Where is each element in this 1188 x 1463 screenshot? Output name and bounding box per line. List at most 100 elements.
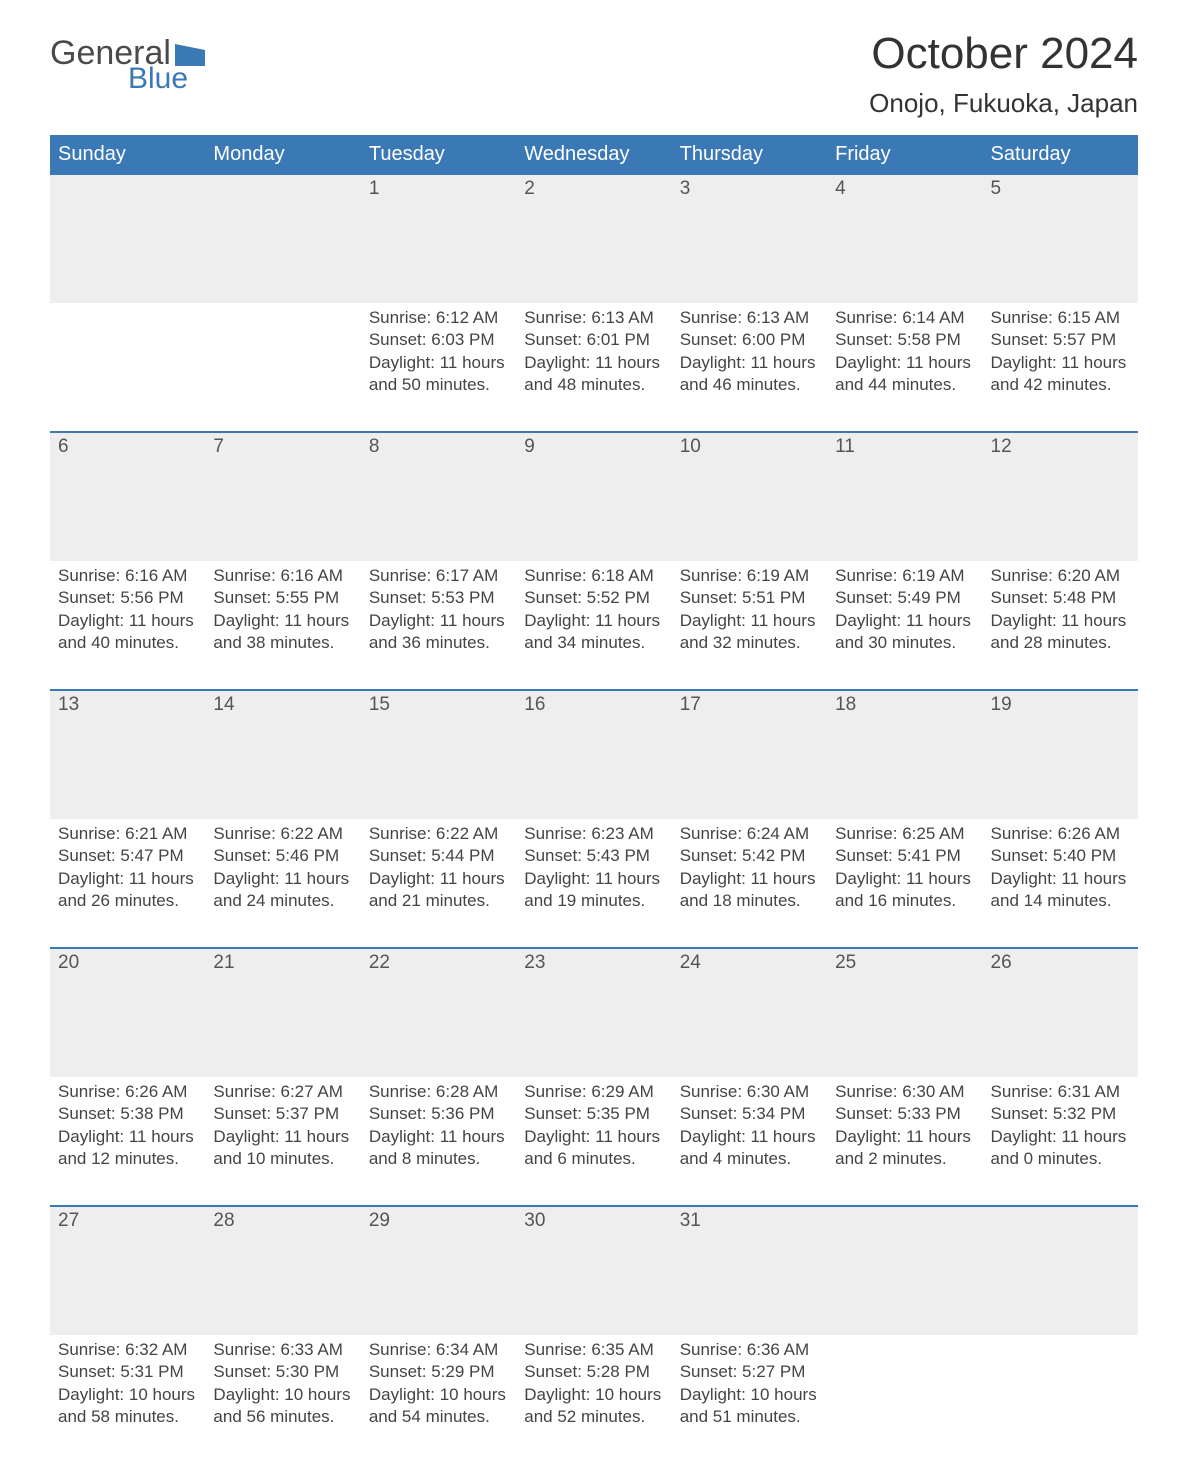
sunset-text: Sunset: 5:51 PM [680, 587, 819, 609]
day-cell: Sunrise: 6:20 AMSunset: 5:48 PMDaylight:… [983, 561, 1138, 690]
daylight-text-2: and 40 minutes. [58, 632, 197, 654]
daylight-text-2: and 30 minutes. [835, 632, 974, 654]
day-body: Sunrise: 6:18 AMSunset: 5:52 PMDaylight:… [516, 561, 671, 653]
day-cell: 2 [516, 174, 671, 303]
day-cell: Sunrise: 6:33 AMSunset: 5:30 PMDaylight:… [205, 1335, 360, 1463]
day-cell: 31 [672, 1206, 827, 1335]
daylight-text-2: and 42 minutes. [991, 374, 1130, 396]
day-cell [827, 1206, 982, 1335]
day-cell: 5 [983, 174, 1138, 303]
day-number: 2 [516, 175, 671, 204]
daylight-text-2: and 24 minutes. [213, 890, 352, 912]
sunrise-text: Sunrise: 6:31 AM [991, 1081, 1130, 1103]
daylight-text-2: and 58 minutes. [58, 1406, 197, 1428]
day-cell: 25 [827, 948, 982, 1077]
sunset-text: Sunset: 5:42 PM [680, 845, 819, 867]
day-cell: Sunrise: 6:15 AMSunset: 5:57 PMDaylight:… [983, 303, 1138, 432]
day-cell: Sunrise: 6:22 AMSunset: 5:46 PMDaylight:… [205, 819, 360, 948]
daylight-text-2: and 46 minutes. [680, 374, 819, 396]
day-cell: Sunrise: 6:13 AMSunset: 6:00 PMDaylight:… [672, 303, 827, 432]
day-body: Sunrise: 6:22 AMSunset: 5:44 PMDaylight:… [361, 819, 516, 911]
day-cell: Sunrise: 6:26 AMSunset: 5:38 PMDaylight:… [50, 1077, 205, 1206]
day-number: 29 [361, 1207, 516, 1236]
day-body: Sunrise: 6:16 AMSunset: 5:56 PMDaylight:… [50, 561, 205, 653]
day-cell: 18 [827, 690, 982, 819]
col-wednesday: Wednesday [516, 135, 671, 174]
daylight-text-1: Daylight: 11 hours [524, 868, 663, 890]
day-number: 14 [205, 691, 360, 720]
col-thursday: Thursday [672, 135, 827, 174]
day-body: Sunrise: 6:30 AMSunset: 5:34 PMDaylight:… [672, 1077, 827, 1169]
daylight-text-1: Daylight: 11 hours [835, 610, 974, 632]
day-cell: 1 [361, 174, 516, 303]
day-body: Sunrise: 6:32 AMSunset: 5:31 PMDaylight:… [50, 1335, 205, 1427]
daylight-text-2: and 48 minutes. [524, 374, 663, 396]
day-number: 24 [672, 949, 827, 978]
daylight-text-2: and 32 minutes. [680, 632, 819, 654]
sunset-text: Sunset: 5:33 PM [835, 1103, 974, 1125]
day-cell: 9 [516, 432, 671, 561]
day-cell: Sunrise: 6:30 AMSunset: 5:33 PMDaylight:… [827, 1077, 982, 1206]
sunrise-text: Sunrise: 6:33 AM [213, 1339, 352, 1361]
day-cell: 4 [827, 174, 982, 303]
day-cell: Sunrise: 6:27 AMSunset: 5:37 PMDaylight:… [205, 1077, 360, 1206]
daylight-text-1: Daylight: 11 hours [835, 1126, 974, 1148]
day-cell: Sunrise: 6:30 AMSunset: 5:34 PMDaylight:… [672, 1077, 827, 1206]
daylight-text-2: and 19 minutes. [524, 890, 663, 912]
week-3-numrow: 20212223242526 [50, 948, 1138, 1077]
daylight-text-1: Daylight: 11 hours [991, 868, 1130, 890]
sunrise-text: Sunrise: 6:36 AM [680, 1339, 819, 1361]
sunrise-text: Sunrise: 6:29 AM [524, 1081, 663, 1103]
day-cell: 10 [672, 432, 827, 561]
day-number [827, 1207, 982, 1211]
day-cell: Sunrise: 6:14 AMSunset: 5:58 PMDaylight:… [827, 303, 982, 432]
sunset-text: Sunset: 5:40 PM [991, 845, 1130, 867]
col-tuesday: Tuesday [361, 135, 516, 174]
daylight-text-1: Daylight: 11 hours [58, 610, 197, 632]
day-cell: 15 [361, 690, 516, 819]
sunset-text: Sunset: 5:55 PM [213, 587, 352, 609]
day-cell: 16 [516, 690, 671, 819]
day-cell: Sunrise: 6:16 AMSunset: 5:56 PMDaylight:… [50, 561, 205, 690]
sunset-text: Sunset: 5:57 PM [991, 329, 1130, 351]
col-friday: Friday [827, 135, 982, 174]
day-cell: Sunrise: 6:35 AMSunset: 5:28 PMDaylight:… [516, 1335, 671, 1463]
sunrise-text: Sunrise: 6:14 AM [835, 307, 974, 329]
sunrise-text: Sunrise: 6:27 AM [213, 1081, 352, 1103]
day-body: Sunrise: 6:16 AMSunset: 5:55 PMDaylight:… [205, 561, 360, 653]
sunset-text: Sunset: 5:30 PM [213, 1361, 352, 1383]
day-body: Sunrise: 6:26 AMSunset: 5:40 PMDaylight:… [983, 819, 1138, 911]
day-body: Sunrise: 6:30 AMSunset: 5:33 PMDaylight:… [827, 1077, 982, 1169]
day-body: Sunrise: 6:28 AMSunset: 5:36 PMDaylight:… [361, 1077, 516, 1169]
day-number: 7 [205, 433, 360, 462]
day-cell: 23 [516, 948, 671, 1077]
sunrise-text: Sunrise: 6:24 AM [680, 823, 819, 845]
day-number: 3 [672, 175, 827, 204]
calendar-table: Sunday Monday Tuesday Wednesday Thursday… [50, 135, 1138, 1463]
day-number: 10 [672, 433, 827, 462]
day-cell: 20 [50, 948, 205, 1077]
day-cell: Sunrise: 6:12 AMSunset: 6:03 PMDaylight:… [361, 303, 516, 432]
day-cell: Sunrise: 6:26 AMSunset: 5:40 PMDaylight:… [983, 819, 1138, 948]
day-number: 21 [205, 949, 360, 978]
day-number: 17 [672, 691, 827, 720]
daylight-text-2: and 38 minutes. [213, 632, 352, 654]
day-cell: 12 [983, 432, 1138, 561]
day-number: 11 [827, 433, 982, 462]
day-cell: 13 [50, 690, 205, 819]
day-body: Sunrise: 6:29 AMSunset: 5:35 PMDaylight:… [516, 1077, 671, 1169]
day-cell: Sunrise: 6:31 AMSunset: 5:32 PMDaylight:… [983, 1077, 1138, 1206]
day-cell: 28 [205, 1206, 360, 1335]
day-number: 12 [983, 433, 1138, 462]
sunrise-text: Sunrise: 6:13 AM [524, 307, 663, 329]
sunrise-text: Sunrise: 6:12 AM [369, 307, 508, 329]
day-body: Sunrise: 6:27 AMSunset: 5:37 PMDaylight:… [205, 1077, 360, 1169]
sunset-text: Sunset: 5:46 PM [213, 845, 352, 867]
logo: General Blue [50, 30, 205, 94]
day-number: 20 [50, 949, 205, 978]
day-number: 27 [50, 1207, 205, 1236]
week-0-bodyrow: Sunrise: 6:12 AMSunset: 6:03 PMDaylight:… [50, 303, 1138, 432]
sunset-text: Sunset: 5:34 PM [680, 1103, 819, 1125]
sunset-text: Sunset: 5:44 PM [369, 845, 508, 867]
sunset-text: Sunset: 5:53 PM [369, 587, 508, 609]
